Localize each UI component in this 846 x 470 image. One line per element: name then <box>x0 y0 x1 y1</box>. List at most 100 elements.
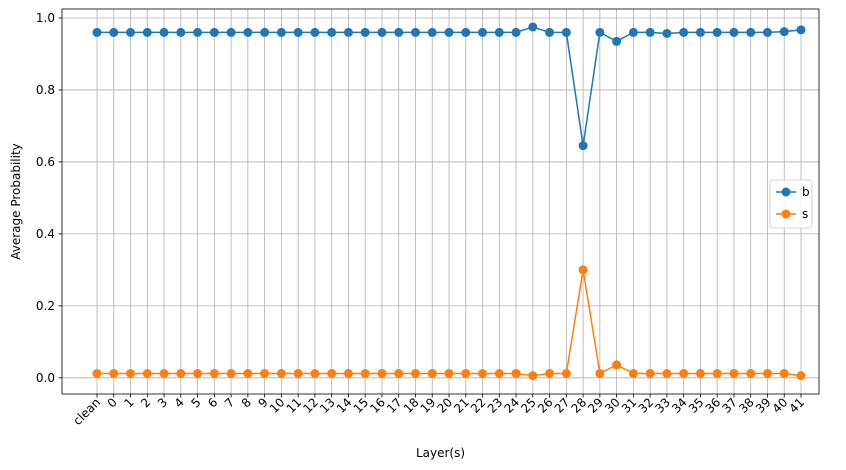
series-point-s <box>729 368 739 378</box>
series-point-b <box>209 27 219 37</box>
series-point-s <box>159 368 169 378</box>
series-point-s <box>612 360 622 370</box>
series-point-s <box>360 368 370 378</box>
series-point-s <box>92 368 102 378</box>
series-lines <box>92 22 806 381</box>
series-point-b <box>662 28 672 38</box>
series-point-b <box>427 27 437 37</box>
series-point-b <box>595 27 605 37</box>
series-point-s <box>293 368 303 378</box>
series-point-b <box>126 27 136 37</box>
series-point-b <box>628 27 638 37</box>
series-point-s <box>494 368 504 378</box>
series-point-s <box>209 368 219 378</box>
series-point-s <box>243 368 253 378</box>
series-point-b <box>276 27 286 37</box>
series-point-b <box>511 27 521 37</box>
y-tick-label: 1.0 <box>36 11 55 25</box>
series-point-s <box>327 368 337 378</box>
series-point-b <box>310 27 320 37</box>
series-point-b <box>478 27 488 37</box>
series-point-b <box>461 27 471 37</box>
series-point-b <box>729 27 739 37</box>
series-point-s <box>746 368 756 378</box>
y-axis-label: Average Probability <box>9 143 23 260</box>
series-point-s <box>126 368 136 378</box>
series-point-s <box>394 368 404 378</box>
series-point-b <box>260 27 270 37</box>
x-tick-label: 0 <box>105 395 120 410</box>
series-point-s <box>762 368 772 378</box>
x-tick-label: 7 <box>222 395 237 410</box>
series-point-s <box>662 368 672 378</box>
series-point-s <box>679 368 689 378</box>
x-tick-label: 3 <box>155 395 170 410</box>
series-point-b <box>327 27 337 37</box>
legend-entry-label: s <box>802 207 808 221</box>
series-point-b <box>746 27 756 37</box>
series-point-s <box>310 368 320 378</box>
x-tick-label: 41 <box>786 395 807 416</box>
series-point-b <box>92 27 102 37</box>
series-point-b <box>528 22 538 32</box>
series-point-s <box>226 368 236 378</box>
legend-marker <box>781 187 791 197</box>
y-tick-label: 0.8 <box>36 83 55 97</box>
series-point-s <box>528 371 538 381</box>
series-point-b <box>578 141 588 151</box>
series-point-s <box>176 368 186 378</box>
grid-lines <box>62 9 819 394</box>
series-point-s <box>545 368 555 378</box>
y-axis-ticks: 0.0 0.2 0.4 0.6 0.8 1.0 <box>36 11 62 385</box>
series-point-s <box>645 368 655 378</box>
series-point-b <box>679 27 689 37</box>
series-point-s <box>343 368 353 378</box>
series-point-s <box>695 368 705 378</box>
x-tick-label: 5 <box>188 395 203 410</box>
series-point-b <box>410 27 420 37</box>
series-point-b <box>796 25 806 35</box>
series-point-b <box>377 27 387 37</box>
y-tick-label: 0.2 <box>36 299 55 313</box>
series-point-s <box>595 368 605 378</box>
series-point-s <box>410 368 420 378</box>
series-point-s <box>578 265 588 275</box>
series-point-b <box>343 27 353 37</box>
series-point-s <box>276 368 286 378</box>
series-point-b <box>695 27 705 37</box>
series-point-b <box>645 27 655 37</box>
series-point-b <box>193 27 203 37</box>
x-tick-label: 1 <box>121 395 136 410</box>
series-point-s <box>193 368 203 378</box>
series-point-b <box>109 27 119 37</box>
x-tick-label: clean <box>70 395 103 428</box>
legend-marker <box>781 209 791 219</box>
y-tick-label: 0.6 <box>36 155 55 169</box>
legend: bs <box>769 179 813 229</box>
series-point-b <box>762 27 772 37</box>
x-tick-label: 4 <box>172 395 187 410</box>
series-point-s <box>427 368 437 378</box>
plot-area-frame <box>61 8 820 395</box>
series-point-s <box>478 368 488 378</box>
x-tick-label: 8 <box>239 395 254 410</box>
series-point-b <box>545 27 555 37</box>
series-point-s <box>511 368 521 378</box>
series-point-s <box>628 368 638 378</box>
series-point-b <box>779 27 789 37</box>
series-point-b <box>293 27 303 37</box>
series-point-s <box>109 368 119 378</box>
series-point-s <box>260 368 270 378</box>
series-point-s <box>377 368 387 378</box>
series-point-b <box>444 27 454 37</box>
series-point-s <box>712 368 722 378</box>
series-point-b <box>176 27 186 37</box>
series-point-b <box>494 27 504 37</box>
series-point-b <box>142 27 152 37</box>
series-point-s <box>796 371 806 381</box>
series-point-b <box>226 27 236 37</box>
x-axis-label: Layer(s) <box>416 446 465 460</box>
series-point-s <box>142 368 152 378</box>
y-tick-label: 0.0 <box>36 371 55 385</box>
